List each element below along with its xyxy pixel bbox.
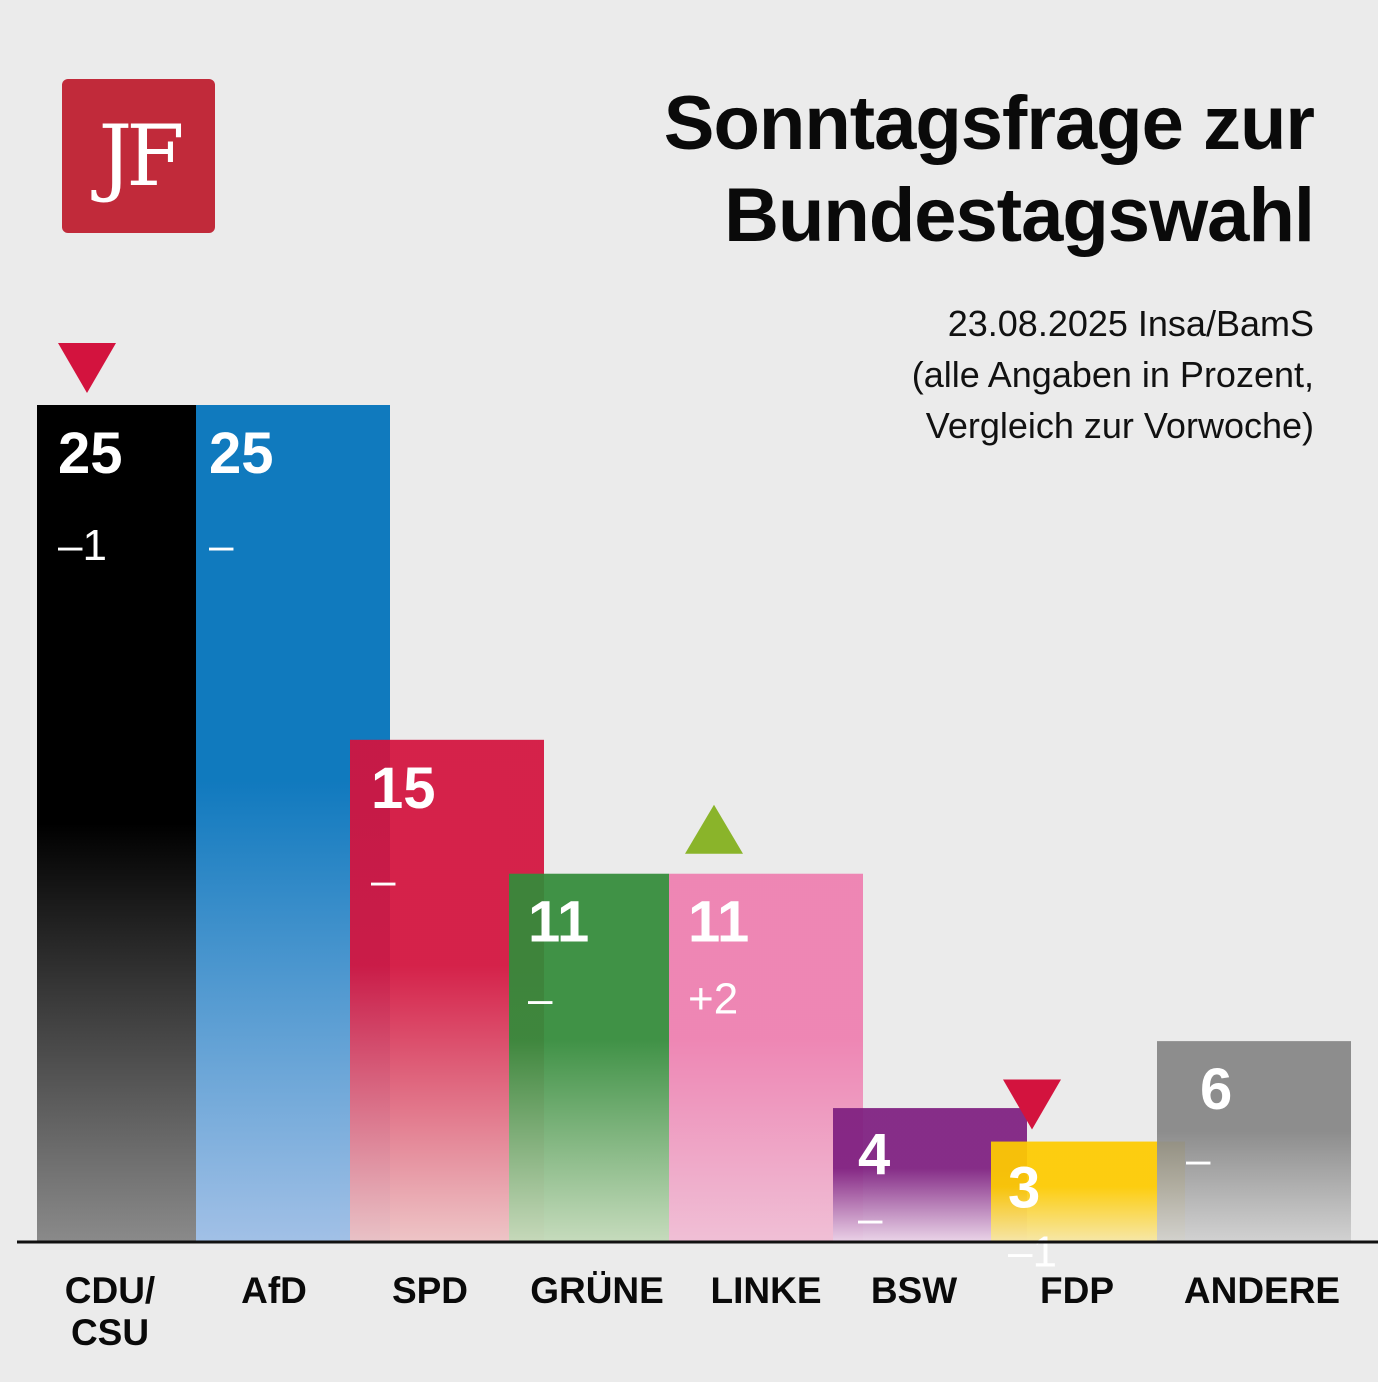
title-line-1: Sonntagsfrage zur — [663, 81, 1315, 166]
subtitle-line-1: 23.08.2025 Insa/BamS — [947, 303, 1314, 344]
bar-cdu-csu — [37, 405, 196, 1242]
labels-layer: 25 –1 CDU/CSU 25 – AfD 15 – SPD 11 – GRÜNE 11 +2 LINKE… — [58, 343, 1340, 1353]
category-label: ANDERE — [1184, 1270, 1340, 1311]
jf-logo: JF — [62, 79, 215, 233]
bar-fdp — [991, 1141, 1185, 1242]
category-label: LINKE — [711, 1270, 822, 1311]
trend-down-icon — [58, 343, 116, 393]
trend-down-icon — [1003, 1079, 1061, 1130]
change-label: +2 — [688, 975, 738, 1024]
change-label: – — [1186, 1135, 1211, 1184]
value-label: 11 — [528, 890, 589, 955]
title-line-2: Bundestagswahl — [724, 173, 1315, 258]
change-label: –1 — [58, 521, 107, 570]
category-label: CSU — [71, 1312, 149, 1353]
category-label: AfD — [241, 1270, 307, 1311]
change-label: –1 — [1008, 1228, 1057, 1277]
value-label: 25 — [209, 421, 274, 486]
value-label: 4 — [858, 1122, 890, 1187]
category-label: GRÜNE — [530, 1270, 664, 1311]
chart-subtitle: 23.08.2025 Insa/BamS (alle Angaben in Pr… — [614, 298, 1314, 451]
change-label: – — [209, 521, 234, 570]
logo-text: JF — [98, 107, 185, 205]
value-label: 11 — [688, 890, 749, 955]
trend-up-icon — [685, 804, 743, 854]
subtitle-line-2: (alle Angaben in Prozent, — [911, 354, 1314, 395]
category-label: SPD — [392, 1270, 468, 1311]
value-label: 6 — [1200, 1057, 1232, 1122]
value-label: 15 — [371, 756, 436, 821]
change-label: – — [528, 975, 553, 1024]
category-label: FDP — [1040, 1270, 1114, 1311]
change-label: – — [371, 856, 396, 905]
value-label: 25 — [58, 421, 123, 486]
subtitle-line-3: Vergleich zur Vorwoche) — [925, 405, 1314, 446]
bar-gr-ne — [509, 873, 669, 1242]
bar-linke — [669, 873, 863, 1242]
category-label: CDU/ — [65, 1270, 155, 1311]
change-label: – — [858, 1194, 883, 1243]
bars-layer — [37, 405, 1351, 1242]
chart-title: Sonntagsfrage zur Bundestagswahl — [414, 78, 1315, 262]
value-label: 3 — [1008, 1156, 1040, 1221]
bar-andere — [1157, 1041, 1351, 1242]
category-label: BSW — [871, 1270, 957, 1311]
